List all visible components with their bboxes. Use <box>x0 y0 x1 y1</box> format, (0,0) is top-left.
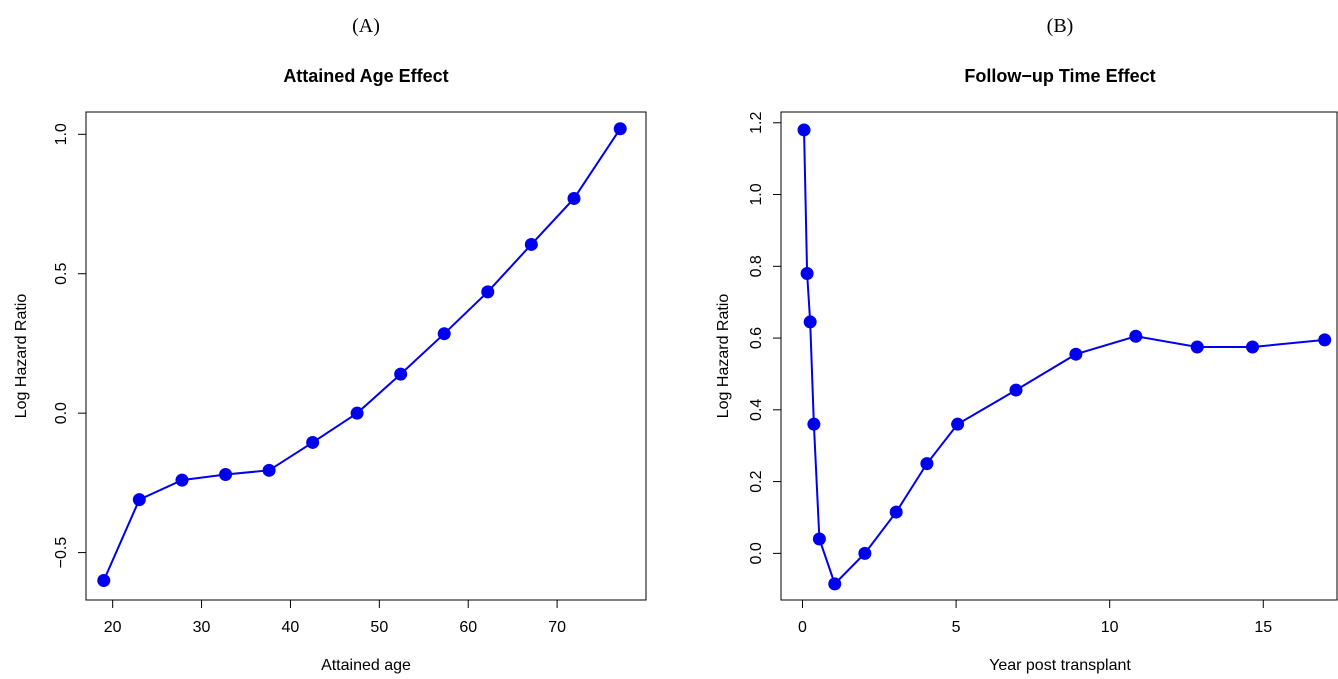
panel-follow-up-time: (B) Follow−up Time Effect 0 5 10 15 0.00.20… <box>715 15 1338 674</box>
y-tick-label: 1.0 <box>748 183 765 205</box>
series-line-a <box>102 128 622 581</box>
x-tick-label: 5 <box>952 619 961 636</box>
series-points-a <box>97 122 627 587</box>
data-point <box>1129 329 1143 343</box>
y-axis-b: 0.0 0.2 0.4 0.6 0.8 1.0 1.2 <box>748 112 782 564</box>
data-point <box>613 122 627 136</box>
data-point <box>306 435 320 449</box>
y-axis-label-a: Log Hazard Ratio <box>13 294 30 419</box>
y-tick-label: −0.5 <box>53 537 70 569</box>
data-point <box>812 532 826 546</box>
data-point <box>889 505 903 519</box>
y-axis-a: −0.5 0.0 0.5 1.0 <box>53 123 87 569</box>
data-point <box>219 468 233 482</box>
x-axis-a: 20 30 40 50 60 70 <box>104 599 566 636</box>
data-point <box>800 266 814 280</box>
data-point <box>1190 340 1204 354</box>
chart-title-b: Follow−up Time Effect <box>964 66 1155 86</box>
y-tick-label: 0.4 <box>748 399 765 421</box>
x-tick-label: 10 <box>1101 619 1119 636</box>
data-point <box>951 417 965 431</box>
data-point <box>132 493 146 507</box>
chart-title-a: Attained Age Effect <box>283 66 448 86</box>
data-point <box>524 237 538 251</box>
data-point <box>394 367 408 381</box>
y-tick-label: 0.0 <box>53 402 70 424</box>
data-point <box>797 123 811 137</box>
data-point <box>858 546 872 560</box>
plot-frame-a <box>85 111 647 601</box>
y-tick-label: 0.5 <box>53 263 70 285</box>
data-point <box>1246 340 1260 354</box>
y-tick-label: 0.8 <box>748 255 765 277</box>
y-tick-label: 1.0 <box>53 123 70 145</box>
data-point <box>807 417 821 431</box>
x-tick-label: 70 <box>548 619 566 636</box>
data-point <box>803 315 817 329</box>
panel-label-b: (B) <box>1047 15 1074 37</box>
panel-label-a: (A) <box>352 15 380 37</box>
data-point <box>920 457 934 471</box>
y-tick-label: 0.0 <box>748 542 765 564</box>
y-tick-label: 0.2 <box>748 470 765 492</box>
x-tick-label: 60 <box>459 619 477 636</box>
data-point <box>1009 383 1023 397</box>
data-point <box>350 406 364 420</box>
plot-frame-b <box>780 111 1338 601</box>
data-point <box>567 191 581 205</box>
x-tick-label: 30 <box>193 619 211 636</box>
x-tick-label: 40 <box>282 619 300 636</box>
data-point <box>175 473 189 487</box>
x-axis-label-b: Year post transplant <box>989 657 1131 674</box>
data-point <box>262 463 276 477</box>
data-point <box>97 573 111 587</box>
x-axis-b: 0 5 10 15 <box>798 599 1272 636</box>
x-tick-label: 0 <box>798 619 807 636</box>
data-point <box>828 577 842 591</box>
data-point <box>481 285 495 299</box>
series-points-b <box>797 123 1332 591</box>
panel-attained-age: (A) Attained Age Effect 20 30 40 50 60 70 −0.… <box>13 15 647 674</box>
data-point <box>1318 333 1332 347</box>
x-tick-label: 20 <box>104 619 122 636</box>
y-tick-label: 0.6 <box>748 327 765 349</box>
y-axis-label-b: Log Hazard Ratio <box>715 294 732 419</box>
series-line-b <box>803 129 1325 586</box>
y-tick-label: 1.2 <box>748 112 765 134</box>
x-tick-label: 15 <box>1254 619 1272 636</box>
x-axis-label-a: Attained age <box>321 657 411 674</box>
data-point <box>1069 347 1083 361</box>
x-tick-label: 50 <box>370 619 388 636</box>
data-point <box>437 327 451 341</box>
